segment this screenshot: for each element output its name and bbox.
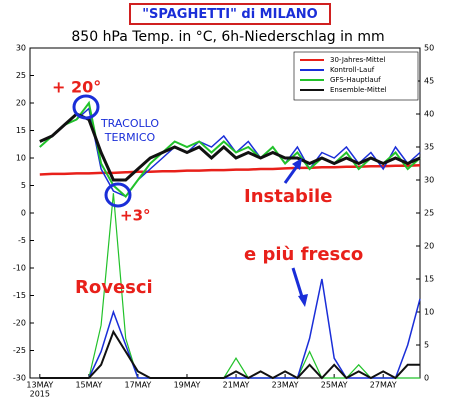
chart-subtitle: 850 hPa Temp. in °C, 6h-Niederschlag in … <box>71 29 384 45</box>
y-tick-label: 25 <box>16 71 26 80</box>
annotation: TRACOLLO <box>100 117 159 130</box>
arrow-head <box>298 294 308 307</box>
arrow-head <box>292 158 302 170</box>
y-tick-label: -20 <box>13 319 26 328</box>
x-tick-label: 15MAY <box>75 381 102 390</box>
temp-line <box>39 112 421 182</box>
y-tick-label: -15 <box>13 291 26 300</box>
x-tick-label: 23MAY <box>272 381 299 390</box>
legend-label: GFS-Hauptlauf <box>330 76 381 84</box>
x-year-label: 2015 <box>30 390 50 399</box>
y2-tick-label: 35 <box>424 143 434 152</box>
y-tick-label: 20 <box>16 99 26 108</box>
temp-line <box>39 100 421 198</box>
y2-tick-label: 40 <box>424 110 434 119</box>
y2-tick-label: 5 <box>424 341 429 350</box>
annotation: Instabile <box>244 186 332 207</box>
y-tick-label: -30 <box>13 374 26 383</box>
legend-label: Kontroll-Lauf <box>330 66 375 74</box>
x-tick-label: 21MAY <box>223 381 250 390</box>
annotation: TERMICO <box>104 131 156 144</box>
precip-line <box>39 278 421 379</box>
temp-line <box>39 107 421 198</box>
legend-label: Ensemble-Mittel <box>330 86 387 94</box>
y-tick-label: 5 <box>21 181 26 190</box>
y2-tick-label: 10 <box>424 308 434 317</box>
precip-line <box>39 193 420 379</box>
x-tick-label: 13MAY <box>26 381 53 390</box>
y-tick-label: -5 <box>18 236 26 245</box>
x-tick-label: 17MAY <box>125 381 152 390</box>
annotation: e più fresco <box>244 244 363 265</box>
highlight-circle <box>72 94 100 120</box>
x-tick-label: 25MAY <box>321 381 348 390</box>
y-tick-label: 30 <box>16 44 26 53</box>
y-tick-label: -10 <box>13 264 26 273</box>
y2-tick-label: 20 <box>424 242 434 251</box>
y2-tick-label: 50 <box>424 44 434 53</box>
chart-title: "SPAGHETTI" di MILANO <box>142 7 317 22</box>
annotation: + 20° <box>52 78 101 97</box>
plot-area <box>29 47 421 379</box>
highlight-circle <box>104 182 132 208</box>
annotation: Rovesci <box>75 277 153 298</box>
y2-tick-label: 45 <box>424 77 434 86</box>
legend-label: 30-Jahres-Mittel <box>330 56 386 64</box>
y2-tick-label: 25 <box>424 209 434 218</box>
y-tick-label: 10 <box>16 154 26 163</box>
y-tick-label: -25 <box>13 346 26 355</box>
y2-tick-label: 30 <box>424 176 434 185</box>
y-tick-label: 0 <box>21 209 26 218</box>
y2-tick-label: 0 <box>424 374 429 383</box>
title-box <box>129 3 331 25</box>
x-tick-label: 27MAY <box>370 381 397 390</box>
y-tick-label: 15 <box>16 126 26 135</box>
arrow <box>291 267 305 301</box>
y2-tick-label: 15 <box>424 275 434 284</box>
x-tick-label: 19MAY <box>174 381 201 390</box>
annotation: +3° <box>120 207 151 225</box>
precip-line <box>39 329 420 380</box>
